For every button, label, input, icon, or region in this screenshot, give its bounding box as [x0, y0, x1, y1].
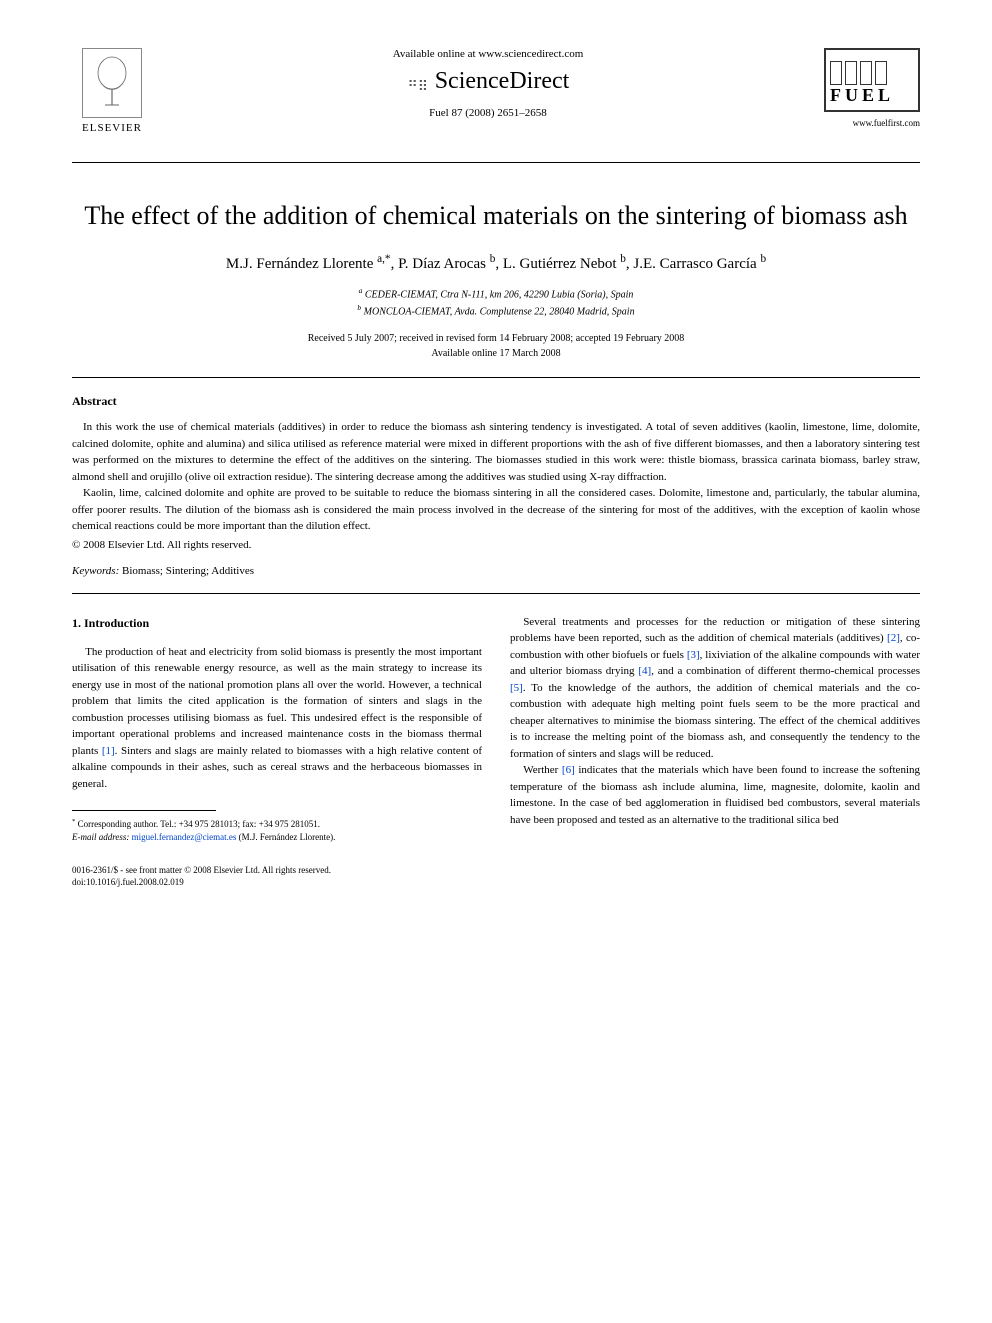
ref-1-link[interactable]: [1] [102, 745, 115, 757]
fuel-logo: FUEL www.fuelfirst.com [824, 48, 920, 128]
keywords: Keywords: Biomass; Sintering; Additives [72, 565, 920, 577]
body-columns: 1. Introduction The production of heat a… [72, 614, 920, 844]
footnote-email-link[interactable]: miguel.fernandez@ciemat.es [132, 832, 237, 842]
left-column: 1. Introduction The production of heat a… [72, 614, 482, 844]
sciencedirect-text: ScienceDirect [435, 68, 570, 95]
keywords-label: Keywords: [72, 565, 119, 577]
ref-5-link[interactable]: [5] [510, 682, 523, 694]
available-online-text: Available online at www.sciencedirect.co… [152, 48, 824, 60]
abstract-body: In this work the use of chemical materia… [72, 419, 920, 535]
journal-reference: Fuel 87 (2008) 2651–2658 [152, 107, 824, 119]
footer-doi: doi:10.1016/j.fuel.2008.02.019 [72, 876, 920, 889]
right-column: Several treatments and processes for the… [510, 614, 920, 844]
affiliation-a: a CEDER-CIEMAT, Ctra N-111, km 206, 4229… [72, 285, 920, 302]
intro-right-p1: Several treatments and processes for the… [510, 614, 920, 763]
fuel-box-icon: FUEL [824, 48, 920, 112]
header-row: ELSEVIER Available online at www.science… [72, 48, 920, 134]
footnote-email-label: E-mail address: [72, 832, 129, 842]
intro-left-p1: The production of heat and electricity f… [72, 644, 482, 793]
abstract-heading: Abstract [72, 394, 920, 409]
abstract-copyright: © 2008 Elsevier Ltd. All rights reserved… [72, 539, 920, 551]
fuel-url: www.fuelfirst.com [824, 118, 920, 128]
ref-2-link[interactable]: [2] [887, 632, 900, 644]
sciencedirect-logo: ScienceDirect [152, 68, 824, 95]
abstract-top-rule [72, 377, 920, 378]
header-rule [72, 162, 920, 163]
dates-received: Received 5 July 2007; received in revise… [72, 331, 920, 346]
fuel-title: FUEL [830, 85, 914, 106]
keywords-text: Biomass; Sintering; Additives [119, 565, 254, 577]
footnote-email-person: (M.J. Fernández Llorente). [236, 832, 335, 842]
affiliation-b: b MONCLOA-CIEMAT, Avda. Complutense 22, … [72, 302, 920, 319]
footer-front-matter: 0016-2361/$ - see front matter © 2008 El… [72, 864, 920, 877]
footnote-rule [72, 810, 216, 811]
ref-3-link[interactable]: [3] [687, 649, 700, 661]
ref-4-link[interactable]: [4] [638, 665, 651, 677]
elsevier-label: ELSEVIER [82, 122, 142, 134]
corresponding-footnote: * Corresponding author. Tel.: +34 975 28… [72, 817, 482, 843]
elsevier-logo: ELSEVIER [72, 48, 152, 134]
elsevier-tree-icon [82, 48, 142, 118]
ref-6-link[interactable]: [6] [562, 764, 575, 776]
sciencedirect-dots-icon [407, 71, 429, 93]
article-dates: Received 5 July 2007; received in revise… [72, 331, 920, 361]
abstract-p1: In this work the use of chemical materia… [72, 419, 920, 485]
article-title: The effect of the addition of chemical m… [72, 199, 920, 233]
footnote-corresponding: * Corresponding author. Tel.: +34 975 28… [72, 817, 482, 831]
page-footer: 0016-2361/$ - see front matter © 2008 El… [72, 864, 920, 889]
abstract-bottom-rule [72, 593, 920, 594]
abstract-p2: Kaolin, lime, calcined dolomite and ophi… [72, 485, 920, 535]
fuel-bars-icon [830, 61, 914, 85]
center-header: Available online at www.sciencedirect.co… [152, 48, 824, 119]
section-1-heading: 1. Introduction [72, 614, 482, 632]
footnote-email-line: E-mail address: miguel.fernandez@ciemat.… [72, 831, 482, 844]
affiliations: a CEDER-CIEMAT, Ctra N-111, km 206, 4229… [72, 285, 920, 320]
dates-online: Available online 17 March 2008 [72, 346, 920, 361]
intro-right-p2: Werther [6] indicates that the materials… [510, 762, 920, 828]
authors: M.J. Fernández Llorente a,*, P. Díaz Aro… [72, 253, 920, 273]
